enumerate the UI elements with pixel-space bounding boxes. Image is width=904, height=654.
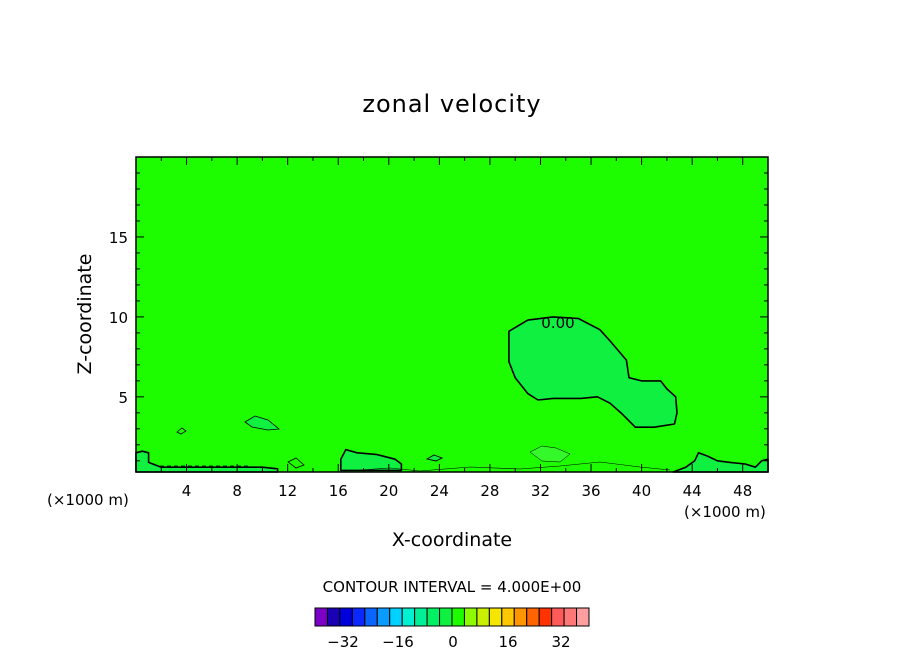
colorbar-swatch [538,607,553,627]
x-tick-label: 32 [531,482,550,500]
y-tick-label: 10 [109,309,128,327]
colorbar-swatch [551,607,565,627]
colorbar-tick-label: 32 [551,633,570,651]
x-tick-label: 12 [278,482,297,500]
small-contour-a [244,415,281,431]
x-tick-label: 28 [480,482,499,500]
colorbar-swatch [576,607,590,627]
contour-regions [135,316,769,473]
colorbar-swatch [439,607,453,627]
x-tick-label: 4 [182,482,192,500]
x-tick-label: 36 [581,482,600,500]
colorbar-swatch [563,607,578,627]
x-unit-left: (×1000 m) [47,491,129,509]
colorbar-swatch [463,607,478,627]
colorbar-swatch [513,607,528,627]
colorbar-swatch [389,607,403,627]
colorbar-swatch [488,607,503,627]
colorbar-swatch [476,607,490,627]
colorbar-swatch [414,607,428,627]
colorbar-tick-label: −32 [327,633,359,651]
chart-title: zonal velocity [362,90,541,118]
plot-frame [135,156,769,473]
x-tick-label: 44 [683,482,702,500]
x-tick-label: 8 [232,482,242,500]
colorbar-labels: −32 −16 0 16 32 [327,633,570,651]
x-tick-label: 48 [733,482,752,500]
y-tick-label: 15 [109,229,128,247]
y-tick-labels: 5 10 15 [109,229,128,407]
colorbar-swatch [314,607,328,627]
small-contour-e [287,457,305,469]
colorbar-swatch [426,607,441,627]
small-contour-c [425,454,444,462]
colorbar-tick-label: −16 [382,633,414,651]
contour-interval: CONTOUR INTERVAL = 4.000E+00 [323,578,582,596]
minor-contour-lines [160,415,671,472]
mid-surface-region [339,448,403,472]
colorbar-swatch [351,607,366,627]
x-tick-label: 40 [632,482,651,500]
x-unit-right: (×1000 m) [684,503,766,521]
zero-contour-region [508,316,678,429]
colorbar-swatch [501,607,515,627]
axis-ticks [136,157,768,472]
colorbar-tick-label: 0 [448,633,458,651]
colorbar-swatch [526,607,540,627]
colorbar-swatch [376,607,391,627]
x-tick-label: 20 [379,482,398,500]
y-axis-title: Z-coordinate [74,254,96,375]
colorbar-swatch [451,607,465,627]
surface-wiggle [359,461,671,472]
contour-label: 0.00 [541,314,574,332]
colorbar-tick-label: 16 [498,633,517,651]
colorbar-swatch [339,607,353,627]
colorbar [314,607,590,627]
small-contour-b [176,427,187,435]
x-tick-label: 16 [329,482,348,500]
x-tick-labels: 4 8 12 16 20 24 28 32 36 40 44 48 [182,482,752,500]
small-contour-d [529,445,571,463]
colorbar-swatch [326,607,341,627]
x-axis-title: X-coordinate [392,529,512,551]
x-tick-label: 24 [430,482,449,500]
colorbar-swatch [364,607,378,627]
y-tick-label: 5 [118,389,128,407]
colorbar-swatch [401,607,416,627]
